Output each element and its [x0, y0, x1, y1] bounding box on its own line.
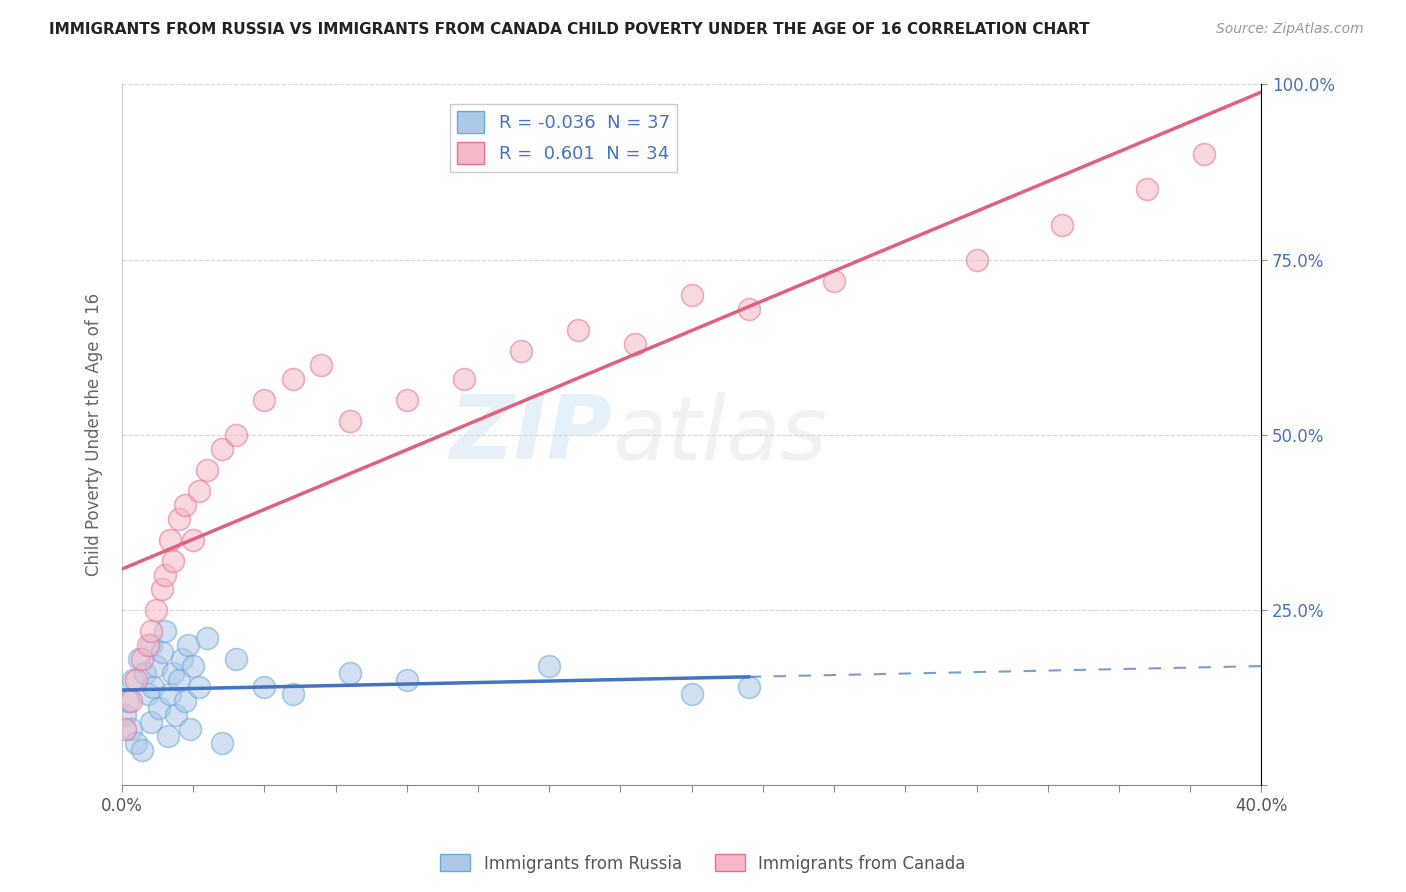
Point — [538, 658, 561, 673]
Point — [225, 651, 247, 665]
Point — [125, 736, 148, 750]
Point — [159, 687, 181, 701]
Point — [211, 442, 233, 456]
Point — [197, 462, 219, 476]
Y-axis label: Child Poverty Under the Age of 16: Child Poverty Under the Age of 16 — [86, 293, 103, 576]
Text: ZIP: ZIP — [449, 391, 612, 478]
Point — [1136, 182, 1159, 196]
Point — [395, 392, 418, 407]
Point — [737, 301, 759, 316]
Point — [395, 673, 418, 687]
Text: Source: ZipAtlas.com: Source: ZipAtlas.com — [1216, 22, 1364, 37]
Point — [120, 722, 142, 736]
Point — [173, 498, 195, 512]
Point — [681, 687, 703, 701]
Point — [134, 665, 156, 680]
Point — [211, 736, 233, 750]
Point — [159, 533, 181, 547]
Point — [167, 511, 190, 525]
Text: IMMIGRANTS FROM RUSSIA VS IMMIGRANTS FROM CANADA CHILD POVERTY UNDER THE AGE OF : IMMIGRANTS FROM RUSSIA VS IMMIGRANTS FRO… — [49, 22, 1090, 37]
Point — [139, 624, 162, 638]
Point — [131, 651, 153, 665]
Point — [1050, 218, 1073, 232]
Point — [281, 371, 304, 385]
Point — [165, 707, 187, 722]
Point — [225, 427, 247, 442]
Point — [122, 673, 145, 687]
Point — [148, 700, 170, 714]
Point — [253, 680, 276, 694]
Point — [1194, 147, 1216, 161]
Point — [339, 414, 361, 428]
Point — [509, 343, 531, 358]
Text: atlas: atlas — [612, 392, 827, 477]
Point — [150, 645, 173, 659]
Point — [167, 673, 190, 687]
Point — [181, 658, 204, 673]
Point — [139, 714, 162, 729]
Point — [156, 729, 179, 743]
Point — [339, 665, 361, 680]
Legend: R = -0.036  N = 37, R =  0.601  N = 34: R = -0.036 N = 37, R = 0.601 N = 34 — [450, 104, 678, 171]
Point — [125, 673, 148, 687]
Point — [179, 722, 201, 736]
Point — [153, 624, 176, 638]
Point — [162, 554, 184, 568]
Point — [114, 707, 136, 722]
Point — [253, 392, 276, 407]
Point — [188, 483, 211, 498]
Point — [170, 651, 193, 665]
Point — [131, 743, 153, 757]
Point — [128, 651, 150, 665]
Point — [966, 252, 988, 267]
Point — [145, 602, 167, 616]
Point — [114, 722, 136, 736]
Point — [136, 638, 159, 652]
Point — [150, 582, 173, 596]
Point — [139, 638, 162, 652]
Point — [145, 658, 167, 673]
Point — [117, 694, 139, 708]
Point — [737, 680, 759, 694]
Point — [567, 322, 589, 336]
Point — [197, 631, 219, 645]
Legend: Immigrants from Russia, Immigrants from Canada: Immigrants from Russia, Immigrants from … — [433, 847, 973, 880]
Point — [453, 371, 475, 385]
Point — [136, 687, 159, 701]
Point — [281, 687, 304, 701]
Point — [176, 638, 198, 652]
Point — [311, 358, 333, 372]
Point — [681, 287, 703, 301]
Point — [120, 694, 142, 708]
Point — [142, 680, 165, 694]
Point — [153, 567, 176, 582]
Point — [173, 694, 195, 708]
Point — [188, 680, 211, 694]
Point — [181, 533, 204, 547]
Point — [823, 273, 845, 287]
Point — [162, 665, 184, 680]
Point — [623, 336, 645, 351]
